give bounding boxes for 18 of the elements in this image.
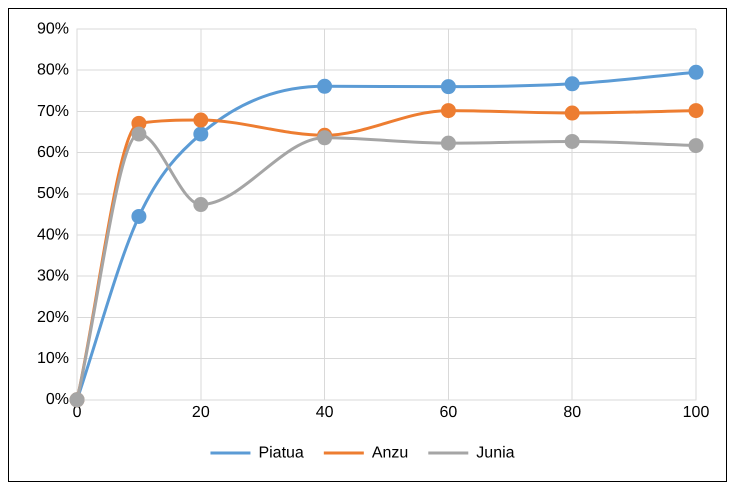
y-tick-label: 50% xyxy=(36,185,70,202)
y-tick-label: 20% xyxy=(36,308,70,326)
y-tick-label: 90% xyxy=(36,20,70,38)
y-tick-label: 40% xyxy=(36,226,70,244)
y-tick-label: 60% xyxy=(36,144,70,162)
x-tick-label: 20 xyxy=(192,404,210,421)
x-tick-label: 40 xyxy=(316,404,334,421)
x-tick-label: 100 xyxy=(682,404,710,421)
x-tick-label: 80 xyxy=(563,404,582,421)
y-tick-label: 70% xyxy=(36,102,70,120)
y-tick-label: 80% xyxy=(36,62,70,79)
legend-label: Junia xyxy=(476,444,515,462)
legend-label: Piatua xyxy=(258,444,304,462)
y-tick-label: 30% xyxy=(36,268,70,285)
x-tick-label: 60 xyxy=(440,404,458,421)
y-tick-label: 10% xyxy=(36,350,70,368)
y-tick-label: 0% xyxy=(46,391,70,408)
legend-label: Anzu xyxy=(372,444,408,462)
